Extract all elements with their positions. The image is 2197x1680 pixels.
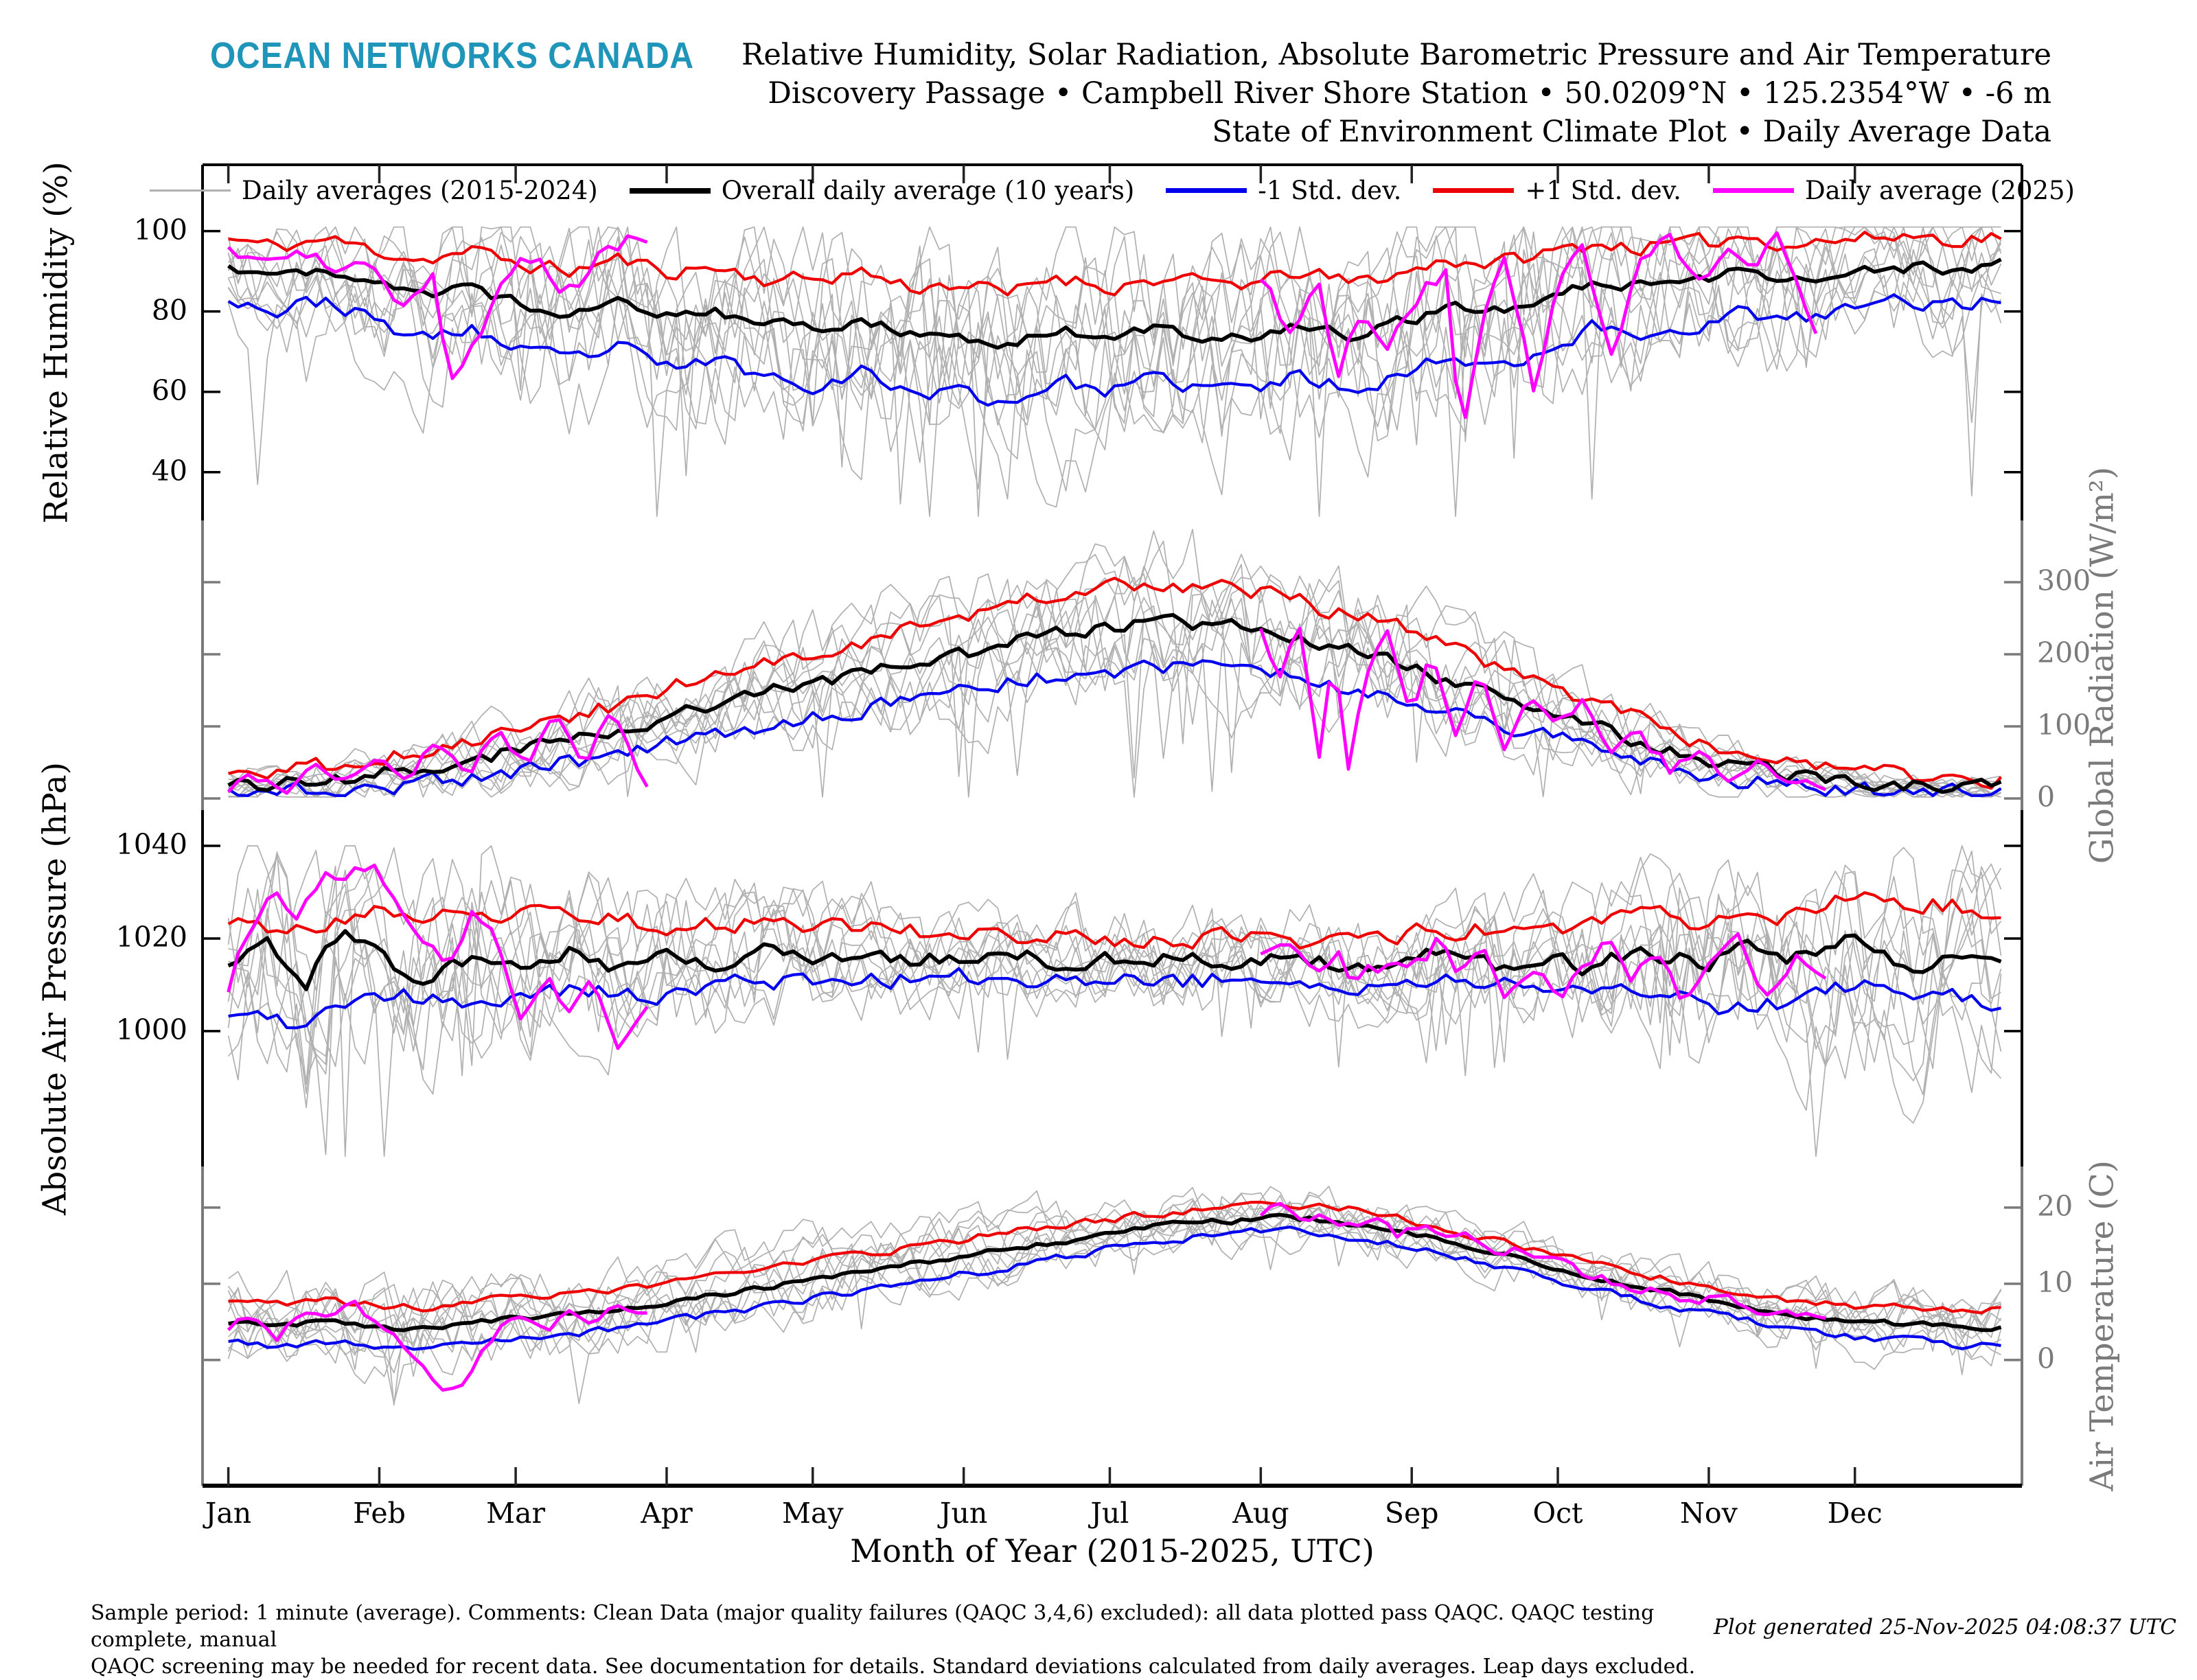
legend-line-swatch bbox=[1166, 188, 1247, 193]
minus-std-dev-line bbox=[228, 967, 2001, 1030]
gray-year-line bbox=[227, 226, 2002, 459]
minus-std-dev-line bbox=[228, 1226, 2001, 1351]
footer-line-1: Sample period: 1 minute (average). Comme… bbox=[91, 1601, 1655, 1652]
legend-item: Overall daily average (10 years) bbox=[629, 176, 1135, 205]
y-tick-label: 1020 bbox=[115, 920, 187, 954]
plus-std-dev-line bbox=[228, 576, 2003, 790]
gray-year-line bbox=[227, 245, 2001, 517]
daily-average-2025-line bbox=[1259, 626, 1827, 792]
gray-year-line bbox=[227, 226, 2001, 517]
x-axis-label: Month of Year (2015-2025, UTC) bbox=[850, 1532, 1374, 1569]
gray-year-line bbox=[227, 226, 2001, 505]
gray-year-line bbox=[228, 856, 2002, 1124]
x-tick-label-month: Jul bbox=[1090, 1497, 1129, 1530]
y-tick-label: 200 bbox=[2037, 636, 2091, 669]
x-tick-label-month: Mar bbox=[486, 1497, 546, 1530]
gray-year-line bbox=[228, 597, 2001, 798]
ocean-networks-canada-logo: OCEAN NETWORKS CANADA bbox=[210, 35, 695, 77]
y-tick-label: 100 bbox=[133, 213, 187, 246]
gray-year-line bbox=[228, 605, 2002, 798]
overall-mean-line bbox=[227, 257, 2002, 350]
gray-year-line bbox=[227, 1204, 2002, 1374]
x-tick-label-month: Nov bbox=[1680, 1497, 1738, 1530]
y-tick-label: 0 bbox=[2037, 780, 2056, 814]
x-tick-label-month: Jan bbox=[205, 1497, 252, 1530]
legend-label: -1 Std. dev. bbox=[1258, 176, 1402, 205]
gray-year-line bbox=[227, 1197, 2002, 1352]
gray-year-line bbox=[228, 845, 2001, 1045]
legend-line-swatch bbox=[1712, 188, 1794, 193]
footer-notes: Sample period: 1 minute (average). Comme… bbox=[91, 1600, 1752, 1680]
y-tick-label: 300 bbox=[2037, 564, 2091, 597]
legend-label: Daily average (2025) bbox=[1804, 176, 2075, 205]
gray-year-line bbox=[227, 859, 2002, 1158]
y-tick-label: 20 bbox=[2037, 1189, 2073, 1223]
gray-year-line bbox=[228, 540, 2002, 797]
legend-item: -1 Std. dev. bbox=[1166, 176, 1401, 205]
gray-year-line bbox=[228, 235, 2002, 517]
daily-average-2025-line bbox=[227, 863, 649, 1050]
legend-line-swatch bbox=[150, 189, 231, 192]
y-tick-label: 0 bbox=[2037, 1342, 2056, 1375]
x-tick-label-month: Dec bbox=[1827, 1497, 1883, 1530]
minus-std-dev-line bbox=[227, 293, 2001, 407]
overall-mean-line bbox=[228, 1212, 2002, 1333]
legend: Daily averages (2015-2024) Overall daily … bbox=[150, 176, 2075, 205]
legend-line-swatch bbox=[1433, 188, 1515, 193]
x-tick-label-month: Apr bbox=[641, 1497, 693, 1530]
x-tick-label-month: Jun bbox=[940, 1497, 988, 1530]
daily-average-2025-line bbox=[1259, 231, 1818, 419]
gray-year-line bbox=[227, 226, 2002, 425]
gray-year-line bbox=[228, 595, 2001, 798]
legend-label: Daily averages (2015-2024) bbox=[242, 176, 598, 205]
plot-type-subtitle: State of Environment Climate Plot • Dail… bbox=[1212, 115, 2051, 149]
station-subtitle: Discovery Passage • Campbell River Shore… bbox=[768, 76, 2051, 111]
y-tick-label: 80 bbox=[151, 293, 187, 327]
x-tick-label-month: Feb bbox=[353, 1497, 406, 1530]
x-tick-label-month: Aug bbox=[1232, 1497, 1289, 1530]
legend-line-swatch bbox=[629, 187, 711, 194]
y-tick-label: 100 bbox=[2037, 708, 2091, 741]
daily-average-2025-line bbox=[1259, 1201, 1826, 1320]
overall-mean-line bbox=[227, 612, 2002, 794]
y-tick-label: 40 bbox=[151, 454, 187, 487]
gray-year-line bbox=[227, 856, 2002, 1077]
plus-std-dev-line bbox=[228, 1200, 2001, 1315]
plus-std-dev-line bbox=[227, 891, 2001, 950]
plus-std-dev-line bbox=[228, 231, 2002, 297]
daily-average-2025-line bbox=[227, 714, 649, 795]
footer-line-2: QAQC screening may be needed for recent … bbox=[91, 1655, 1696, 1679]
plot-generated-timestamp: Plot generated 25-Nov-2025 04:08:37 UTC bbox=[1713, 1615, 2176, 1639]
gray-year-line bbox=[228, 597, 2001, 798]
gray-year-line bbox=[228, 226, 2001, 517]
y-tick-label: 1000 bbox=[115, 1013, 187, 1046]
legend-item: Daily average (2025) bbox=[1712, 176, 2075, 205]
minus-std-dev-line bbox=[227, 659, 2002, 797]
y-tick-label: 60 bbox=[151, 373, 187, 407]
x-tick-label-month: Sep bbox=[1384, 1497, 1439, 1530]
legend-item: Daily averages (2015-2024) bbox=[150, 176, 598, 205]
daily-average-2025-line bbox=[1260, 932, 1827, 1000]
y-axis-label-air-temperature: Air Temperature (C) bbox=[2083, 1160, 2121, 1491]
gray-year-line bbox=[228, 1186, 2002, 1348]
gray-year-line bbox=[227, 1186, 2002, 1344]
x-tick-label-month: May bbox=[781, 1497, 844, 1530]
legend-item: +1 Std. dev. bbox=[1433, 176, 1681, 205]
gray-year-line bbox=[228, 616, 2001, 798]
legend-label: Overall daily average (10 years) bbox=[721, 176, 1135, 205]
daily-average-2025-line bbox=[227, 1299, 647, 1392]
page-title: Relative Humidity, Solar Radiation, Abso… bbox=[741, 38, 2051, 72]
x-tick-label-month: Oct bbox=[1532, 1497, 1583, 1530]
y-tick-label: 1040 bbox=[115, 827, 187, 861]
gray-year-line bbox=[228, 574, 2001, 798]
title-block: Relative Humidity, Solar Radiation, Abso… bbox=[741, 36, 2051, 151]
daily-average-2025-line bbox=[227, 234, 648, 380]
legend-label: +1 Std. dev. bbox=[1525, 176, 1681, 205]
y-tick-label: 10 bbox=[2037, 1265, 2073, 1299]
